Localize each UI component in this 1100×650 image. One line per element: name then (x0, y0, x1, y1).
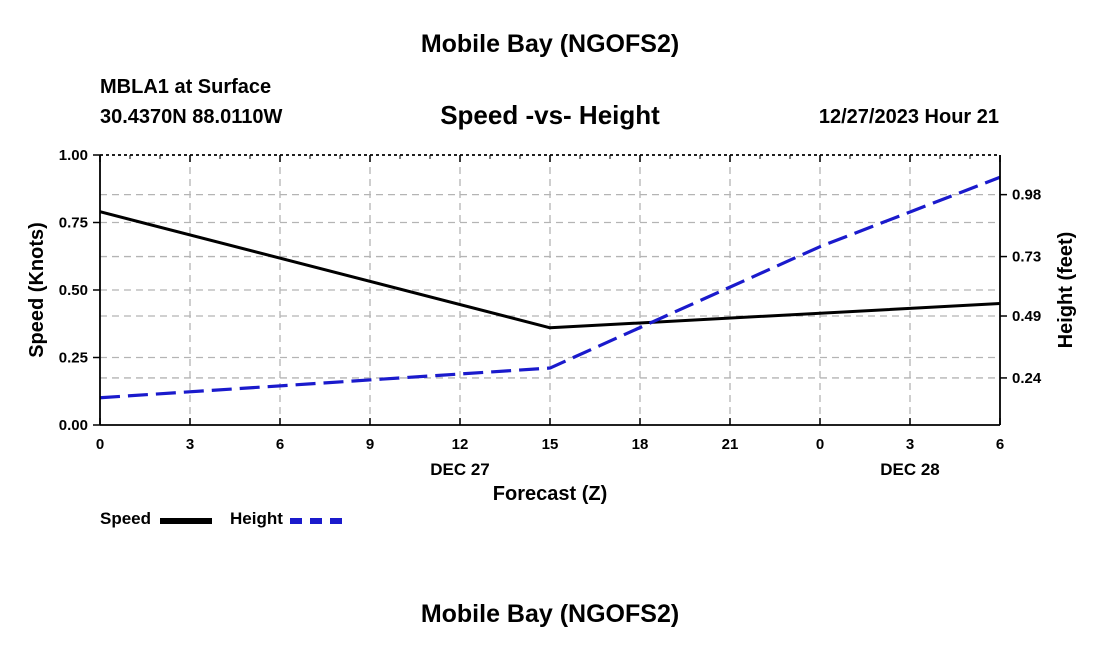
legend-height-label: Height (230, 509, 283, 528)
station-name: MBLA1 at Surface (100, 76, 272, 98)
legend-speed-swatch (160, 518, 212, 524)
y2-axis-title: Height (feet) (1055, 232, 1077, 349)
x-tick-label: 3 (906, 436, 914, 453)
x-tick-label: 0 (96, 436, 104, 453)
y2-tick-label: 0.24 (1012, 370, 1042, 387)
axes (93, 154, 1007, 426)
x-tick-label: 18 (632, 436, 649, 453)
series-line-speed (99, 210, 1001, 330)
series-layer (99, 175, 1001, 400)
x-tick-label: 21 (722, 436, 739, 453)
legend-speed-label: Speed (100, 509, 152, 528)
y-tick-label: 0.25 (59, 350, 88, 367)
x-axis-title: Forecast (Z) (493, 483, 607, 505)
legend-height-swatch (290, 518, 342, 524)
grid (100, 155, 1000, 425)
x-tick-label: 3 (186, 436, 194, 453)
y-tick-label: 0.00 (59, 417, 88, 434)
date-label: DEC 27 (430, 460, 490, 479)
y-tick-label: 0.50 (59, 282, 88, 299)
y2-tick-label: 0.73 (1012, 249, 1041, 266)
main-title: Mobile Bay (NGOFS2) (420, 30, 680, 58)
forecast-datetime: 12/27/2023 Hour 21 (818, 106, 999, 128)
x-tick-label: 0 (816, 436, 824, 453)
series-line-height (99, 175, 1001, 400)
date-label: DEC 28 (880, 460, 940, 479)
y2-tick-label: 0.98 (1012, 187, 1041, 204)
y-axis-title: Speed (Knots) (26, 222, 48, 358)
axis-labels: 0 3 6 9 12 15 18 21 0 3 6 DEC 27 DEC 28 0.00 0.25 0.50 0… (59, 147, 1042, 479)
x-tick-label: 6 (276, 436, 284, 453)
x-tick-label: 6 (996, 436, 1004, 453)
y-tick-label: 1.00 (59, 147, 88, 164)
station-coords: 30.4370N 88.0110W (100, 106, 283, 128)
chart-subtitle: Speed -vs- Height (440, 100, 660, 130)
x-tick-label: 12 (452, 436, 469, 453)
x-tick-label: 9 (366, 436, 374, 453)
y2-tick-label: 0.49 (1012, 308, 1041, 325)
x-tick-label: 15 (542, 436, 559, 453)
footer-title: Mobile Bay (NGOFS2) (420, 600, 680, 628)
y-tick-label: 0.75 (59, 215, 88, 232)
